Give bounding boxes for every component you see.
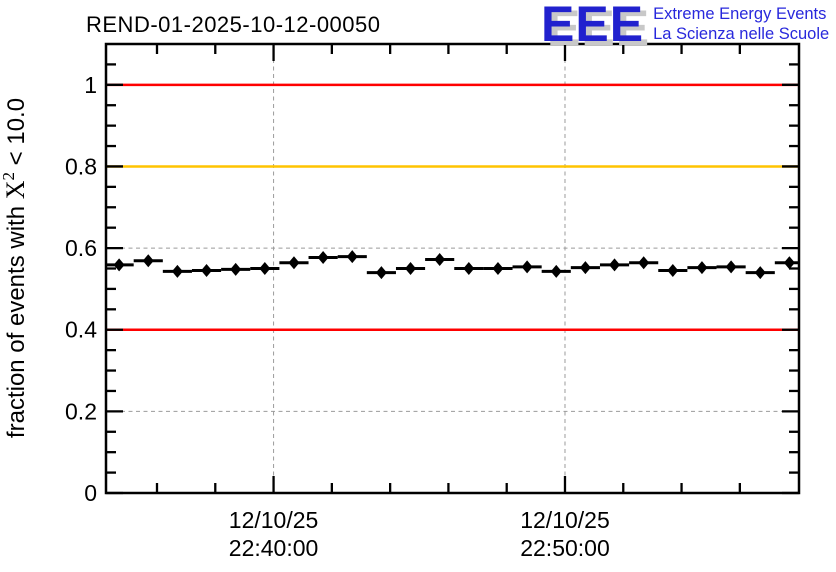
y-tick-label: 1: [84, 72, 97, 98]
data-point-marker: [201, 264, 213, 278]
data-point-marker: [346, 250, 358, 264]
x-tick-date: 12/10/25: [229, 507, 319, 533]
data-point-marker: [492, 262, 504, 275]
y-tick-label: 0: [84, 480, 97, 506]
data-point-marker: [171, 264, 183, 278]
x-tick-time: 22:50:00: [520, 535, 610, 561]
data-point-marker: [113, 258, 125, 272]
y-tick-label: 0.6: [65, 235, 97, 261]
y-tick-label: 0.8: [65, 153, 97, 179]
data-point-marker: [521, 260, 533, 274]
eee-logo: EEE Extreme Energy Events La Scienza nel…: [541, 0, 829, 52]
data-point-marker: [638, 256, 650, 270]
y-axis-title: fraction of events with X2 < 10.0: [0, 98, 30, 438]
data-point-marker: [317, 250, 329, 264]
data-point-marker: [142, 254, 154, 268]
y-tick-label: 0.4: [65, 317, 97, 343]
data-point-marker: [463, 262, 475, 275]
data-point-marker: [550, 264, 562, 278]
data-point-marker: [375, 266, 387, 280]
x-tick-date: 12/10/25: [520, 507, 610, 533]
data-series: [106, 250, 799, 280]
data-point-marker: [754, 266, 766, 280]
data-point-marker: [288, 256, 300, 270]
data-point-marker: [609, 258, 621, 272]
data-point-marker: [405, 262, 417, 275]
eee-logo-acronym: EEE: [541, 0, 645, 52]
threshold-lines: [106, 83, 799, 331]
data-point-marker: [783, 256, 795, 270]
eee-logo-line2: La Scienza nelle Scuole: [653, 24, 830, 43]
data-point-marker: [667, 264, 679, 278]
data-point-marker: [725, 260, 737, 274]
y-tick-labels: 0 0.2 0.4 0.6 0.8 1: [65, 72, 97, 506]
y-tick-label: 0.2: [65, 398, 97, 424]
eee-logo-subtitle: Extreme Energy Events La Scienza nelle S…: [653, 5, 829, 44]
data-point-marker: [230, 262, 242, 276]
data-point-marker: [696, 261, 708, 275]
data-point-marker: [259, 262, 271, 275]
axis-ticks: [106, 44, 799, 495]
eee-logo-line1: Extreme Energy Events: [653, 5, 827, 23]
x-tick-time: 22:40:00: [229, 535, 319, 561]
data-point-marker: [434, 253, 446, 267]
data-point-marker: [579, 261, 591, 275]
page-title: REND-01-2025-10-12-00050: [86, 12, 381, 37]
